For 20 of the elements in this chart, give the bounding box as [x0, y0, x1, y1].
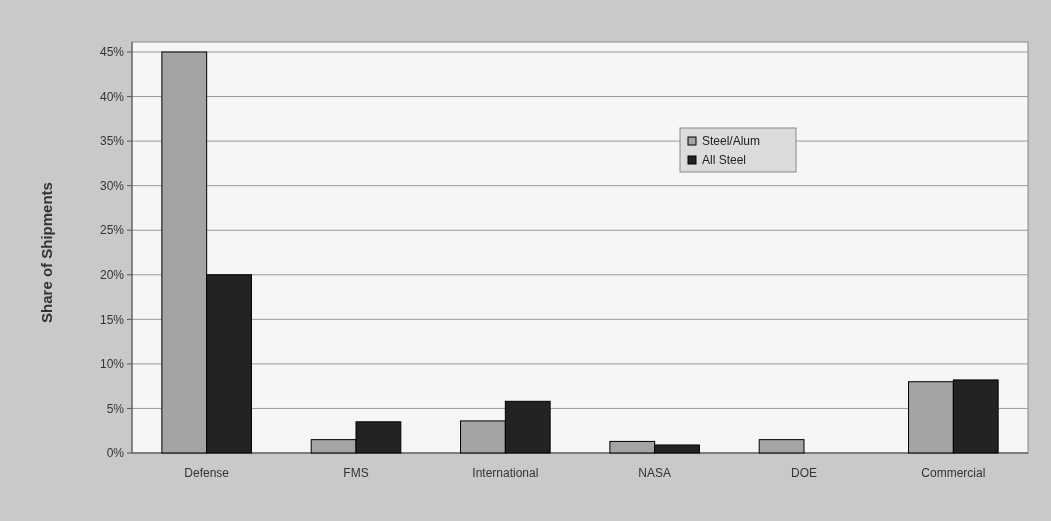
x-tick-label: International	[472, 466, 539, 480]
y-tick-label: 45%	[99, 45, 125, 60]
y-axis-title: Share of Shipments	[38, 182, 55, 323]
y-tick-label: 20%	[99, 267, 125, 282]
x-tick-label: Defense	[184, 466, 230, 480]
y-tick-label: 10%	[99, 357, 125, 372]
y-tick-label: 35%	[99, 134, 125, 149]
bar	[758, 439, 805, 454]
legend-label: Steel/Alum	[702, 134, 761, 149]
y-tick-label: 30%	[99, 178, 125, 193]
y-tick-label: 5%	[106, 401, 125, 416]
x-tick-label: Commercial	[921, 466, 986, 480]
y-tick-label: 25%	[99, 223, 125, 238]
y-tick-label: 40%	[99, 89, 125, 104]
legend-label: All Steel	[702, 153, 747, 168]
y-tick-label: 15%	[99, 312, 125, 327]
x-tick-label: FMS	[343, 466, 369, 480]
x-tick-label: DOE	[790, 466, 818, 480]
y-tick-label: 0%	[106, 446, 125, 461]
x-tick-label: NASA	[638, 466, 672, 480]
